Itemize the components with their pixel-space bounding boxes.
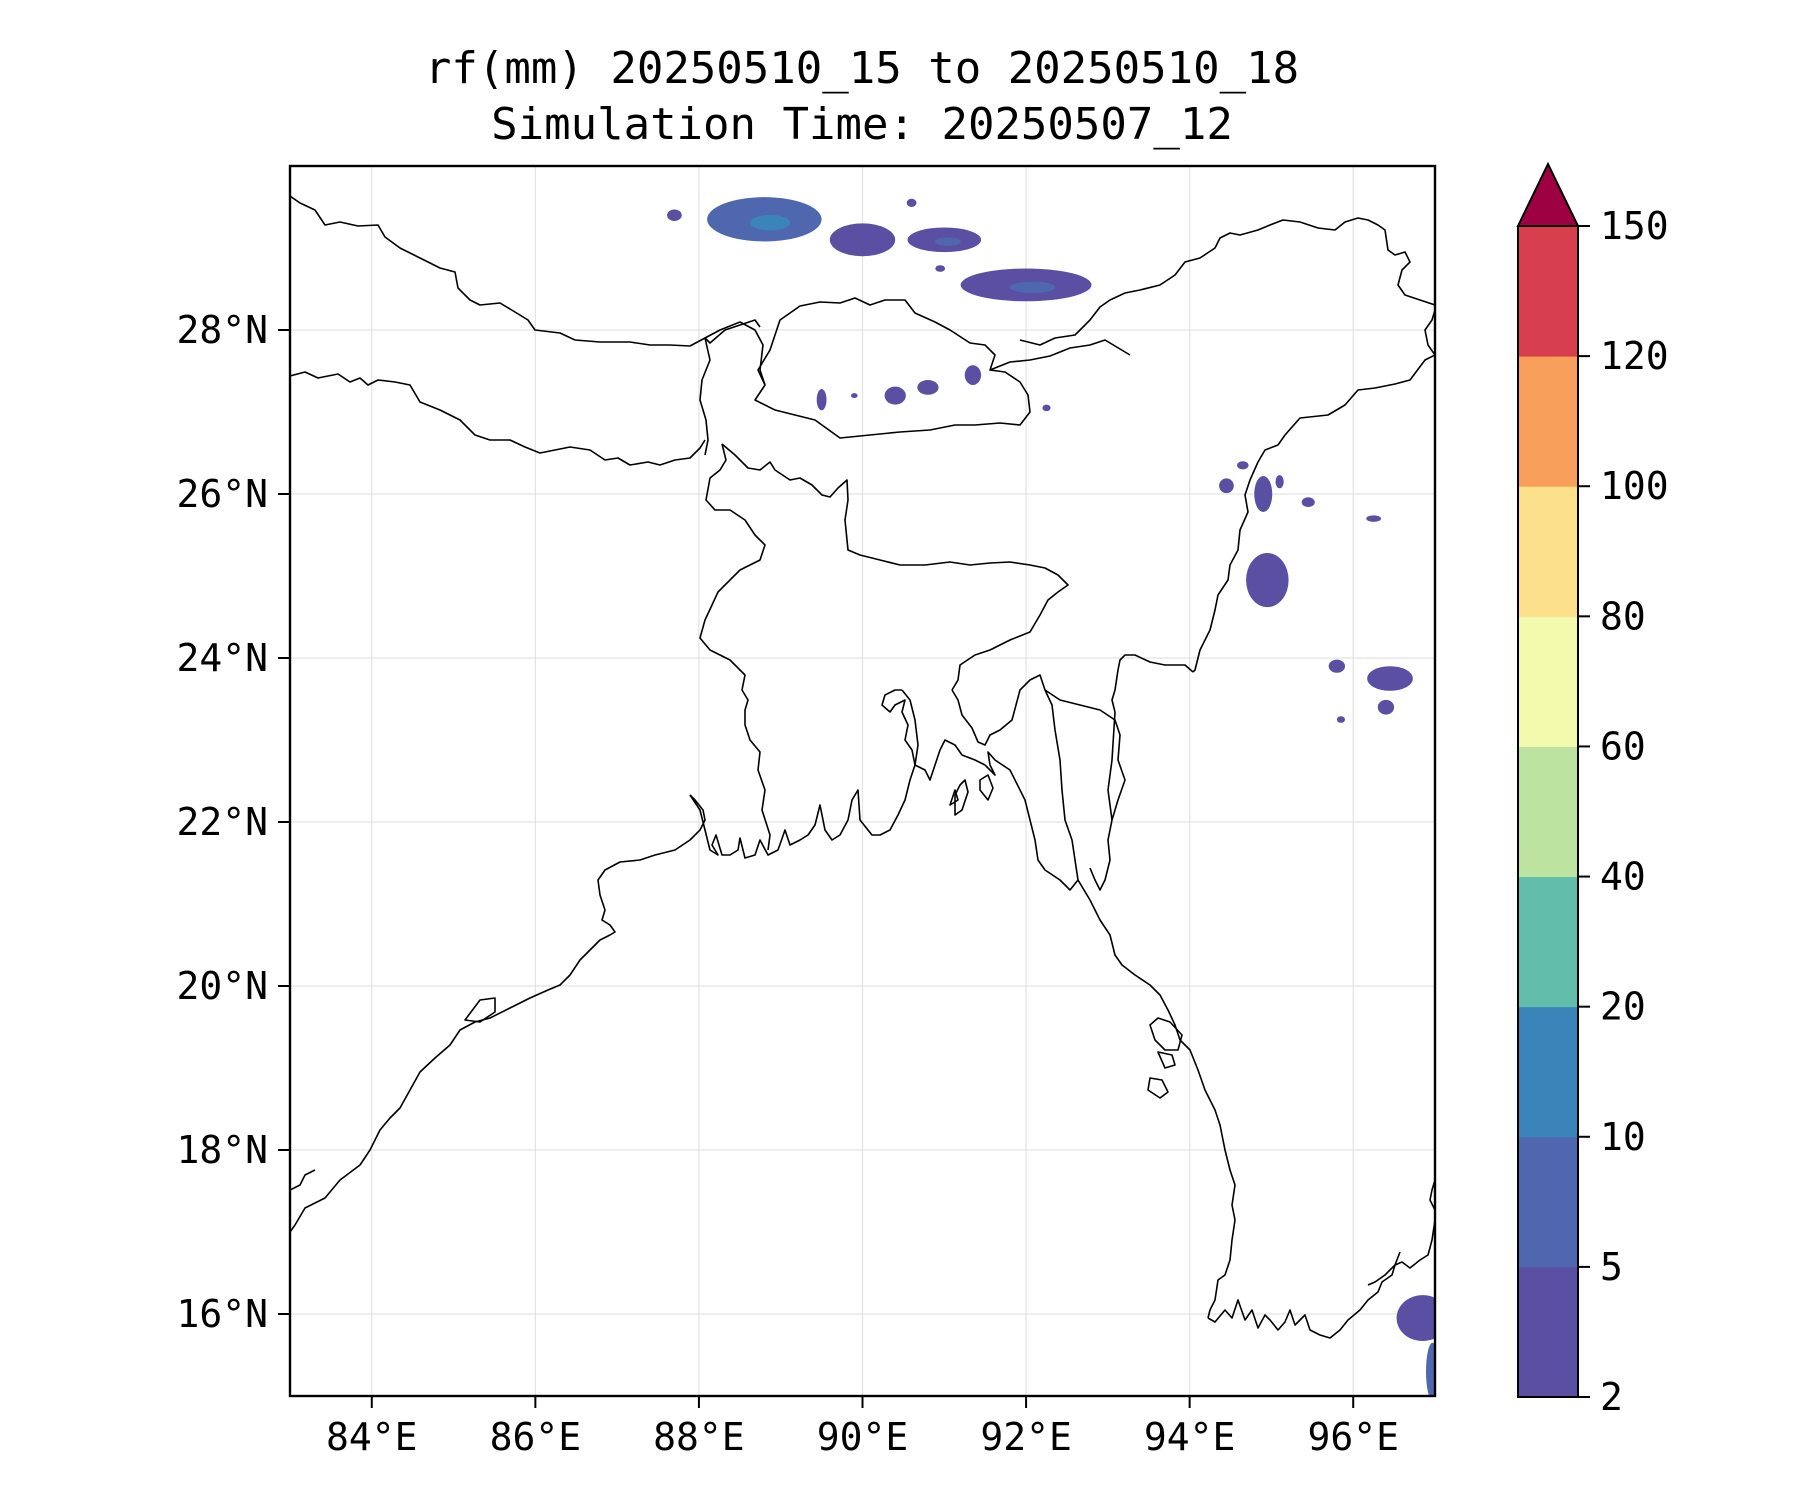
godavari-delta — [290, 1169, 316, 1191]
y-axis-ticks: 16°N 18°N 20°N 22°N 24°N 26°N 28°N — [176, 308, 290, 1336]
rainfall-areas — [667, 197, 1435, 1396]
sundarbans-coast — [689, 689, 916, 859]
eastern-border-upper — [1192, 354, 1435, 673]
bangladesh-east-border — [951, 674, 1079, 891]
colorbar-segment — [1518, 876, 1578, 1008]
y-tick-label: 20°N — [176, 964, 268, 1008]
nepal-north-border — [290, 195, 761, 347]
bangladesh-island-1 — [954, 779, 969, 816]
x-tick-label: 88°E — [653, 1415, 745, 1459]
rain-area-nagaland-cell — [1246, 553, 1289, 608]
rain-area-tibet-cell-2 — [829, 223, 896, 257]
rain-area-tibet-speck-3 — [935, 265, 946, 272]
myanmar-inland — [1107, 711, 1116, 821]
sikkim-north — [704, 321, 766, 386]
arunachal-north-border — [1019, 217, 1435, 346]
rain-area-assam-cell-2 — [1254, 475, 1273, 513]
colorbar-tick-label: 60 — [1600, 724, 1646, 768]
rain-area-tibet-speck-2 — [906, 198, 917, 207]
y-tick-label: 18°N — [176, 1128, 268, 1172]
y-tick-label: 24°N — [176, 636, 268, 680]
colorbar-segment — [1518, 356, 1578, 487]
rain-area-myanmar-cell-2 — [1367, 666, 1413, 691]
colorbar-tick-label: 100 — [1600, 464, 1669, 508]
rain-area-tanintharyi-cell-1 — [1396, 1295, 1435, 1342]
assam-north-border — [989, 339, 1131, 371]
colorbar-tick-label: 5 — [1600, 1245, 1623, 1289]
colorbar-frame — [1517, 225, 1579, 1398]
colorbar-segment — [1518, 616, 1578, 747]
colorbar-segment — [1518, 486, 1578, 617]
mon-coast — [1429, 1179, 1435, 1211]
rain-area-bhutan-cell-2 — [884, 386, 906, 405]
rain-core-tibet-cell-3 — [935, 237, 961, 246]
x-tick-label: 86°E — [490, 1415, 582, 1459]
y-tick-label: 28°N — [176, 308, 268, 352]
rain-area-assam-cell-4 — [1237, 461, 1249, 470]
nepal-south-border — [290, 371, 706, 466]
bangladesh-west-border — [699, 443, 771, 851]
rain-area-assam-cell-1 — [1219, 478, 1234, 494]
y-tick-label: 22°N — [176, 800, 268, 844]
x-tick-label: 84°E — [326, 1415, 418, 1459]
chart-subtitle: Simulation Time: 20250507_12 — [491, 99, 1233, 150]
gulf-of-martaban — [1367, 1251, 1401, 1286]
x-tick-label: 94°E — [1144, 1415, 1236, 1459]
colorbar: 2 5 10 20 40 60 80 100 120 150 — [1516, 161, 1669, 1419]
rain-area-bhutan-cell-3 — [917, 380, 939, 395]
y-tick-label: 26°N — [176, 472, 268, 516]
colorbar-tick-label: 80 — [1600, 594, 1646, 638]
x-tick-label: 92°E — [980, 1415, 1072, 1459]
rain-area-myanmar-cell-4 — [1336, 716, 1346, 723]
colorbar-tick-label: 120 — [1600, 334, 1669, 378]
rain-area-myanmar-cell-1 — [1328, 659, 1346, 673]
rain-area-assam-cell-3 — [1301, 497, 1315, 508]
east-india-coast — [290, 794, 706, 1233]
bangladesh-island-2 — [949, 789, 959, 806]
colorbar-segment — [1518, 1136, 1578, 1268]
rain-area-assam-cell-5 — [1275, 475, 1284, 489]
x-axis-ticks: 84°E 86°E 88°E 90°E 92°E 94°E 96°E — [326, 1396, 1399, 1459]
x-tick-label: 96°E — [1307, 1415, 1399, 1459]
colorbar-segment — [1518, 1006, 1578, 1138]
x-tick-label: 90°E — [817, 1415, 909, 1459]
rain-area-tanintharyi-cell-2 — [1426, 1342, 1435, 1396]
rain-area-bhutan-cell-4 — [964, 365, 982, 385]
y-tick-label: 16°N — [176, 1292, 268, 1336]
colorbar-tick-label: 150 — [1600, 204, 1669, 248]
rain-area-manipur-cell — [1366, 515, 1382, 522]
rain-core-tibet-cell-4 — [1009, 281, 1056, 294]
colorbar-tick-label: 2 — [1600, 1375, 1623, 1419]
rain-area-bhutan-cell-1 — [816, 389, 827, 411]
colorbar-extend-arrow — [1516, 161, 1580, 227]
colorbar-tick-label: 20 — [1600, 985, 1646, 1029]
mizoram-myanmar-border — [1044, 689, 1126, 891]
chart-title: rf(mm) 20250510_15 to 20250510_18 — [425, 43, 1299, 94]
bangladesh-north-border — [721, 443, 1069, 691]
colorbar-segment — [1518, 1266, 1578, 1398]
rain-area-tibet-speck-1 — [667, 209, 682, 221]
sikkim-border — [699, 337, 711, 456]
myanmar-tip — [1424, 309, 1435, 356]
colorbar-segment — [1518, 746, 1578, 878]
colorbar-tick-label: 40 — [1600, 855, 1646, 899]
rain-area-myanmar-cell-3 — [1377, 699, 1395, 715]
rakhine-islands — [1147, 1017, 1183, 1099]
bangladesh-estuary — [901, 689, 986, 781]
rain-core-tibet-cell-1 — [750, 214, 791, 231]
chilika-lake — [464, 997, 496, 1023]
colorbar-tick-label: 10 — [1600, 1115, 1646, 1159]
myanmar-nagaland-border — [1111, 654, 1194, 713]
bangladesh-island-3 — [979, 774, 994, 801]
ayeyarwady-delta — [1207, 1219, 1435, 1339]
coastlines-and-borders — [290, 195, 1435, 1339]
rain-area-bhutan-speck-1 — [851, 393, 858, 399]
colorbar-segment — [1518, 226, 1578, 357]
rain-area-bhutan-speck-2 — [1042, 404, 1051, 412]
myanmar-coast — [1077, 879, 1236, 1319]
